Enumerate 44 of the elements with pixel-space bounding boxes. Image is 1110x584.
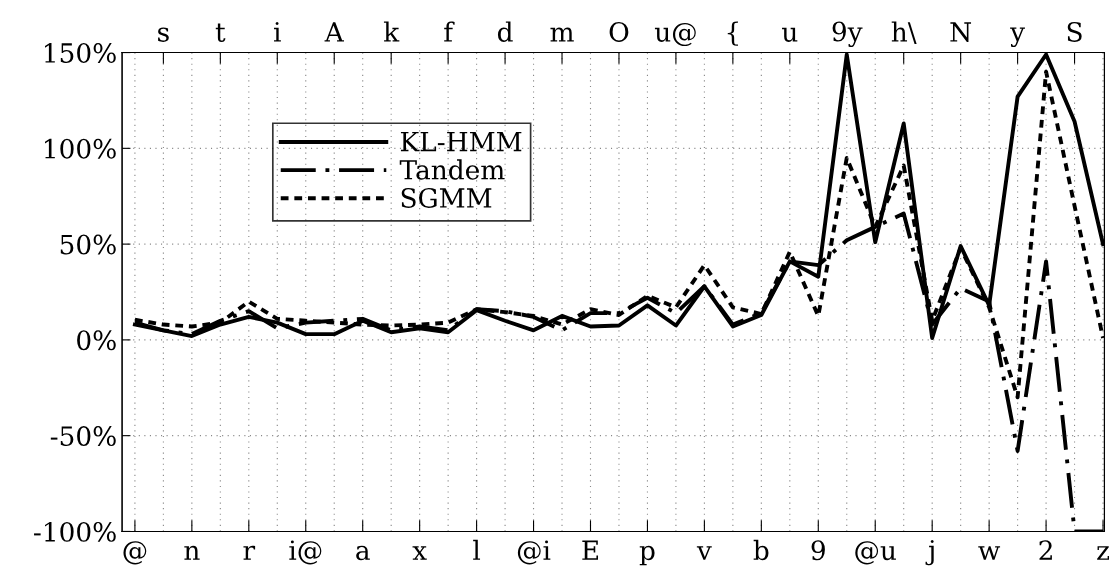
x-tick-label: p (639, 545, 655, 566)
x-tick-label: E (582, 540, 599, 560)
x-tick-label: d (497, 21, 513, 42)
x-tick-label: N (950, 22, 972, 42)
x-tick-label: u (782, 27, 798, 42)
x-tick-label: O (609, 21, 629, 42)
x-tick-label: 2 (1039, 540, 1052, 560)
x-tick-label: 9y (832, 21, 863, 47)
x-tick-label: i (274, 22, 281, 42)
x-tick-label: l (473, 539, 481, 560)
y-tick-label: -50% (50, 426, 116, 447)
x-tick-label: S (1067, 21, 1082, 42)
x-tick-label: i@ (289, 540, 322, 565)
y-tick-label: 0% (77, 330, 116, 351)
x-tick-label: 9 (811, 540, 825, 561)
x-tick-label: a (356, 545, 370, 561)
x-tick-label: w (978, 546, 1001, 560)
x-tick-label: m (550, 27, 574, 42)
x-tick-label: b (753, 539, 769, 561)
x-tick-label: A (324, 22, 345, 42)
x-tick-label: x (412, 546, 427, 560)
y-tick-label: 150% (45, 43, 116, 63)
x-tick-label: t (215, 23, 226, 42)
x-tick-label: y (1010, 27, 1025, 47)
x-tick-label: @u (855, 541, 896, 565)
x-tick-label: k (383, 21, 400, 42)
x-tick-label: @i (517, 540, 551, 565)
legend-label: Tandem (399, 159, 505, 180)
x-tick-label: h\ (891, 21, 917, 44)
x-tick-label: z (1097, 546, 1110, 560)
x-tick-label: @ (123, 541, 147, 565)
y-tick-label: 100% (45, 138, 116, 159)
x-tick-label: j (925, 540, 934, 566)
x-tick-label: { (727, 21, 738, 46)
legend-label: SGMM (401, 187, 492, 208)
x-tick-label: r (243, 545, 256, 560)
legend-label: KL-HMM (400, 131, 522, 152)
y-tick-label: -100% (34, 521, 116, 542)
x-tick-label: s (158, 27, 169, 42)
y-tick-label: 50% (60, 234, 116, 255)
x-tick-label: u@ (654, 22, 696, 47)
x-tick-label: f (444, 21, 455, 42)
x-tick-label: v (696, 546, 712, 560)
x-tick-label: n (184, 545, 200, 560)
